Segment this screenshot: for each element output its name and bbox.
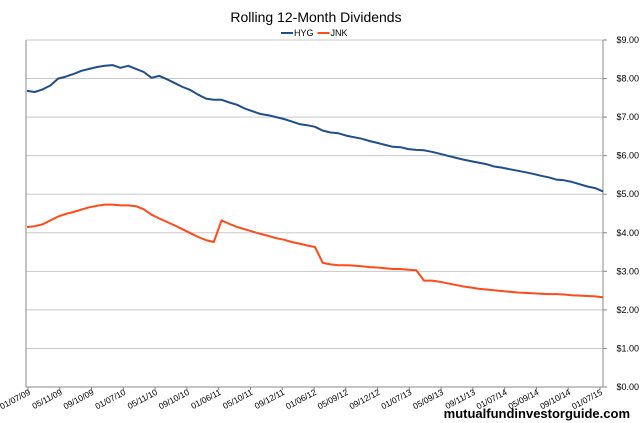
x-tick-label: 05/10/11 [221, 387, 255, 411]
gridlines [26, 39, 607, 388]
y-axis-tick-labels: $0.00 $1.00 $2.00 $3.00 $4.00 $5.00 $6.00 $7.00… [616, 35, 639, 392]
legend-label-jnk: JNK [331, 28, 348, 38]
y-tick-label: $1.00 [616, 343, 639, 353]
series-lines [26, 64, 604, 299]
y-tick-label: $6.00 [616, 151, 639, 161]
legend-label-hyg: HYG [294, 28, 314, 38]
y-tick-label: $8.00 [616, 74, 639, 84]
chart-title: Rolling 12-Month Dividends [230, 9, 401, 25]
y-tick-label: $2.00 [616, 305, 639, 315]
y-tick-label: $5.00 [616, 189, 639, 199]
y-tick-label: $4.00 [616, 228, 639, 238]
x-tick-label: 01/07/09 [0, 387, 32, 411]
x-tick-label: 05/11/09 [30, 387, 64, 411]
axes [25, 40, 604, 388]
x-tick-label: 05/09/13 [411, 387, 445, 411]
legend: HYG JNK [281, 28, 348, 38]
x-tick-label: 01/07/10 [93, 387, 127, 411]
x-tick-label: 01/07/13 [379, 387, 413, 411]
x-tick-label: 01/06/11 [189, 387, 223, 411]
x-tick-label: 05/11/10 [126, 387, 160, 411]
y-tick-label: $9.00 [616, 35, 639, 45]
series-line-hyg [26, 64, 604, 193]
x-tick-label: 09/10/10 [157, 387, 191, 411]
y-tick-label: $7.00 [616, 112, 639, 122]
x-tick-label: 09/12/12 [348, 387, 382, 411]
x-tick-label: 09/12/11 [253, 387, 287, 411]
series-line-jnk [26, 203, 604, 299]
x-tick-label: 05/09/12 [316, 387, 350, 411]
y-tick-label: $3.00 [616, 266, 639, 276]
y-tick-label: $0.00 [616, 382, 639, 392]
watermark: mutualfundinvestorguide.com [444, 406, 630, 421]
x-tick-label: 01/06/12 [284, 387, 318, 411]
x-tick-label: 09/10/09 [62, 387, 96, 411]
